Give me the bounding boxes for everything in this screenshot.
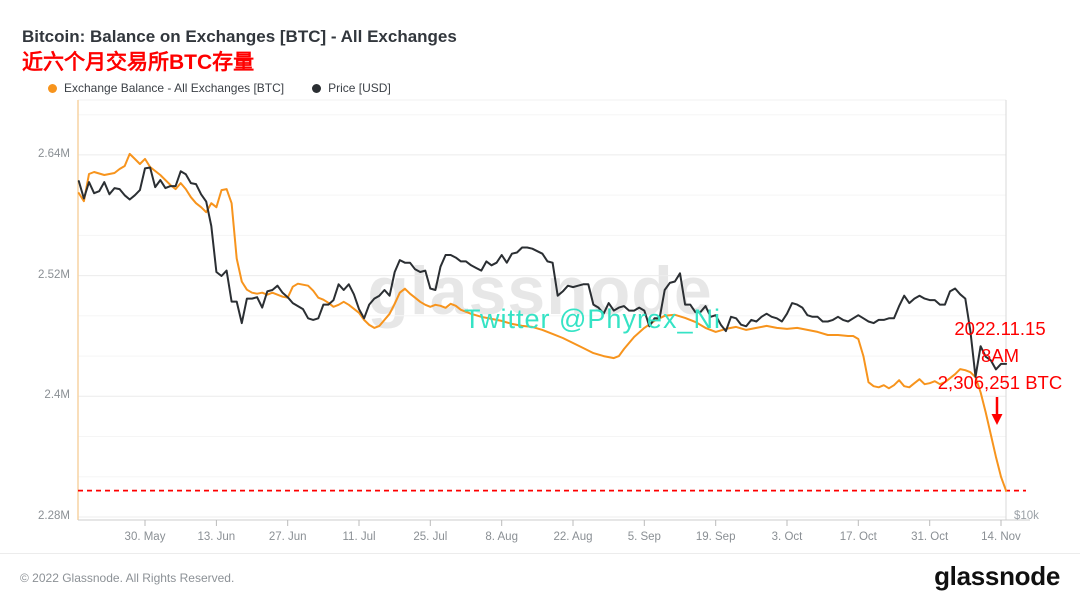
- legend-label: Exchange Balance - All Exchanges [BTC]: [64, 81, 285, 95]
- x-axis-tick-label: 17. Oct: [839, 531, 877, 543]
- x-axis-tick-label: 8. Aug: [485, 531, 518, 543]
- copyright-text: © 2022 Glassnode. All Rights Reserved.: [20, 571, 235, 585]
- y-axis-tick-label: 2.28M: [38, 510, 70, 522]
- annotation-date: 2022.11.15: [954, 318, 1046, 339]
- x-axis-tick-label: 31. Oct: [911, 531, 949, 543]
- black-series-dot-icon: [312, 83, 322, 93]
- x-axis-tick-label: 5. Sep: [627, 531, 661, 543]
- glassnode-watermark: glassnode: [367, 253, 713, 329]
- legend-item-exchange-balance[interactable]: Exchange Balance - All Exchanges [BTC]: [48, 81, 284, 95]
- page-title: Bitcoin: Balance on Exchanges [BTC] - Al…: [22, 27, 457, 46]
- legend-label: Price [USD]: [328, 81, 391, 95]
- y-axis-tick-label: 2.52M: [38, 268, 70, 281]
- annotation-value: 2,306,251 BTC: [937, 372, 1063, 393]
- y-axis-tick-label: 2.4M: [44, 389, 70, 402]
- orange-series-dot-icon: [48, 83, 57, 93]
- x-axis-tick-label: 27. Jun: [268, 531, 307, 543]
- legend-item-price[interactable]: Price [USD]: [312, 81, 391, 95]
- event-annotation: 2022.11.15 8AM 2,306,251 BTC: [925, 315, 1075, 396]
- twitter-handle-watermark: Twitter @Phyrex_Ni: [464, 304, 721, 334]
- annotation-time: 8AM: [980, 345, 1020, 366]
- x-axis-tick-label: 22. Aug: [553, 531, 593, 543]
- x-axis-tick-label: 3. Oct: [771, 531, 803, 543]
- card-divider: [0, 553, 1080, 554]
- glassnode-logo: glassnode: [934, 561, 1060, 591]
- chart-legend: Exchange Balance - All Exchanges [BTC] P…: [48, 81, 391, 95]
- x-axis-tick-label: 13. Jun: [197, 531, 236, 543]
- x-axis-tick-label: 30. May: [124, 531, 166, 543]
- x-axis-tick-label: 11. Jul: [342, 531, 376, 543]
- x-axis-tick-label: 19. Sep: [695, 531, 736, 543]
- x-axis-tick-label: 14. Nov: [981, 531, 1021, 543]
- y-axis-tick-label: 2.64M: [38, 147, 70, 160]
- x-axis-tick-label: 25. Jul: [413, 531, 448, 543]
- right-axis-price-tick: $10k: [1014, 510, 1039, 522]
- chinese-subtitle: 近六个月交易所BTC存量: [22, 51, 255, 74]
